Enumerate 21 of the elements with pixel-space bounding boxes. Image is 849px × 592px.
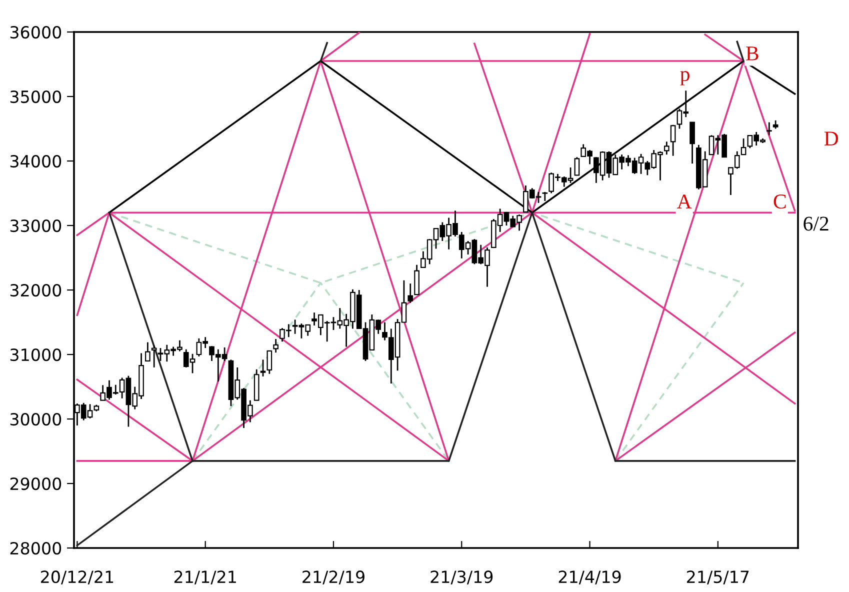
y-tick-label: 28000 (10, 542, 62, 555)
y-tick-label: 29000 (10, 477, 62, 490)
annotation: A (677, 194, 692, 208)
text: 6/2 (804, 216, 828, 231)
y-tick-label: 36000 (10, 26, 62, 39)
x-tick-label: 21/2/19 (302, 570, 364, 584)
text: D (824, 132, 838, 146)
x-tick-label: 20/12/21 (41, 570, 114, 584)
x-tick-label: 21/3/19 (430, 570, 493, 584)
annotation: p (680, 71, 690, 86)
annotation: C (774, 194, 786, 209)
y-tick-label: 32000 (10, 284, 62, 297)
x-tick-label: 21/5/17 (687, 570, 749, 584)
y-tick-label: 35000 (10, 90, 62, 104)
y-tick-label: 31000 (10, 348, 62, 362)
y-tick-label: 34000 (10, 154, 62, 168)
annotation: B (746, 46, 758, 60)
x-tick-label: 21/1/21 (174, 570, 236, 584)
x-tick-label: 21/4/19 (558, 570, 621, 584)
y-tick-label: 30000 (10, 412, 62, 426)
y-tick-label: 33000 (10, 219, 62, 232)
